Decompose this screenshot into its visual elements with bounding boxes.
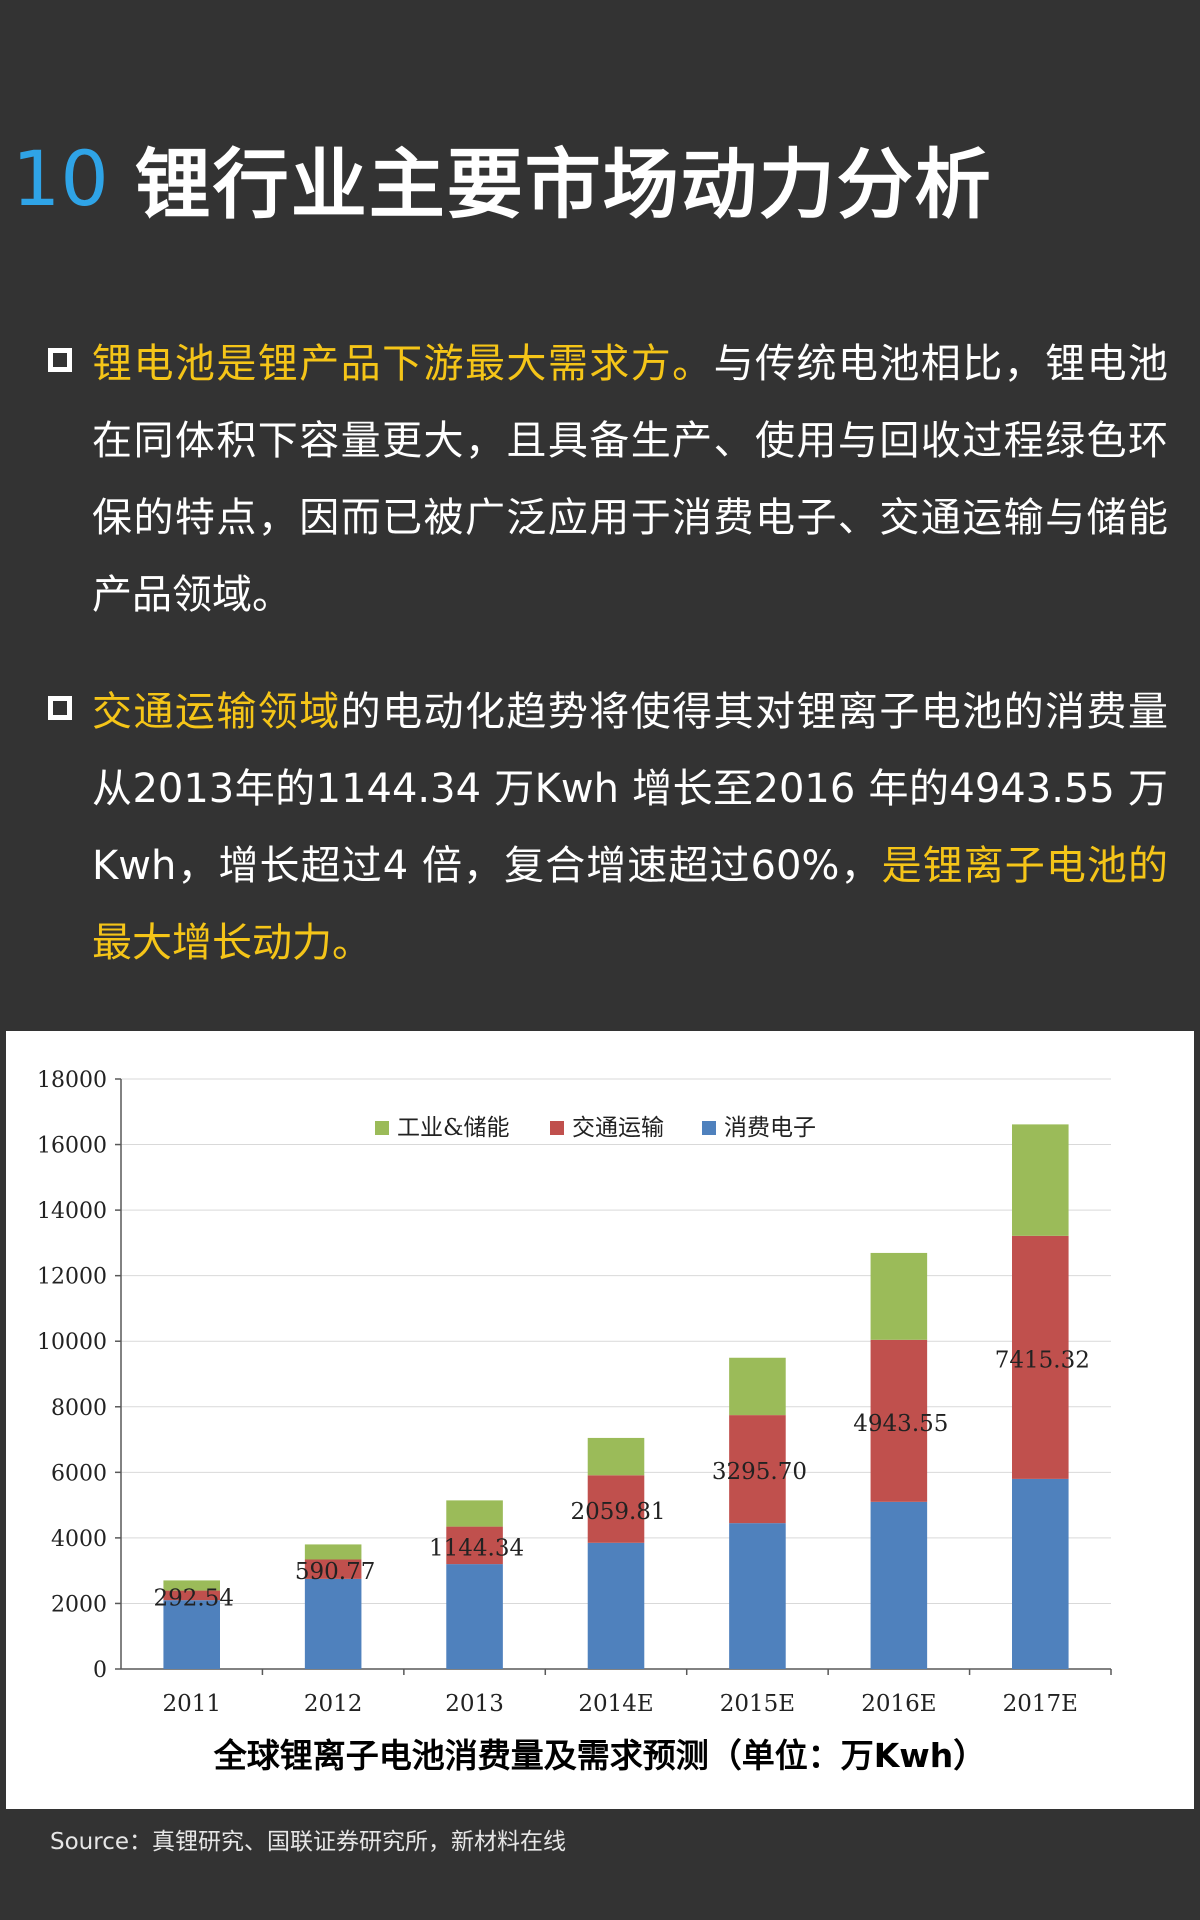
bullet-1-text: 锂电池是锂产品下游最大需求方。与传统电池相比，锂电池在同体积下容量更大，且具备生…	[92, 326, 1168, 634]
bullet-2-body: 的电动化趋势将使得其对锂离子电池的消费量从2013年的1144.34 万Kwh …	[92, 689, 1169, 889]
bar-segment	[1012, 1478, 1069, 1669]
data-label: 292.54	[153, 1585, 233, 1611]
title-text: 锂行业主要市场动力分析	[134, 140, 993, 229]
y-tick-label: 2000	[51, 1592, 107, 1617]
bullet-2: 交通运输领域的电动化趋势将使得其对锂离子电池的消费量从2013年的1144.34…	[48, 674, 1168, 982]
y-tick-label: 6000	[51, 1461, 107, 1486]
bar-segment	[163, 1580, 220, 1591]
data-label: 4943.55	[853, 1411, 948, 1437]
bar-segment	[163, 1590, 220, 1601]
bar-segment	[870, 1252, 928, 1340]
legend-swatch	[375, 1121, 389, 1135]
data-label: 1144.34	[429, 1535, 524, 1561]
chart-title: 全球锂离子电池消费量及需求预测（单位：万Kwh）	[213, 1736, 987, 1775]
bullet-1-highlight: 锂电池是锂产品下游最大需求方。	[92, 341, 714, 387]
y-tick-label: 12000	[37, 1265, 107, 1290]
source-note: Source：真锂研究、国联证券研究所，新材料在线	[50, 1829, 566, 1855]
bar-segment	[446, 1500, 503, 1527]
bar-segment	[1012, 1235, 1069, 1479]
legend-label: 消费电子	[724, 1115, 816, 1141]
bar-segment	[163, 1600, 220, 1669]
y-tick-label: 4000	[51, 1527, 107, 1552]
bar-segment	[729, 1415, 786, 1524]
chart-panel: 0 2000 4000 6000 8000 10000 12000 14000 16000 180…	[6, 1031, 1194, 1809]
bar-segment	[587, 1475, 645, 1543]
legend-swatch	[550, 1121, 564, 1135]
stacked-bar-chart: 0 2000 4000 6000 8000 10000 12000 14000 16000 180…	[37, 1068, 1112, 1775]
x-tick-label: 2014E	[578, 1691, 653, 1717]
x-tick-label: 2015E	[720, 1691, 795, 1717]
bar-segment	[304, 1578, 362, 1669]
data-label: 7415.32	[995, 1347, 1090, 1373]
bar-segment	[1012, 1124, 1069, 1236]
bullet-1: 锂电池是锂产品下游最大需求方。与传统电池相比，锂电池在同体积下容量更大，且具备生…	[48, 326, 1168, 634]
bullet-2-highlight-end: 是锂离子电池的最大增长动力。	[92, 843, 1169, 966]
bar-segment	[870, 1501, 928, 1669]
bar-segment	[587, 1542, 645, 1669]
bar-segment	[446, 1564, 503, 1669]
data-label: 2059.81	[570, 1499, 665, 1525]
bar-segment	[304, 1559, 362, 1579]
bar-segment	[587, 1437, 645, 1476]
data-label: 3295.70	[712, 1459, 807, 1485]
legend-swatch	[702, 1121, 716, 1135]
x-tick-label: 2016E	[861, 1691, 936, 1717]
x-tick-label: 2017E	[1003, 1691, 1078, 1717]
y-tick-label: 16000	[37, 1134, 107, 1159]
bar-segment	[729, 1523, 786, 1669]
y-tick-label: 18000	[37, 1068, 107, 1093]
title-number: 10	[12, 133, 109, 223]
bar-segment	[446, 1526, 503, 1565]
x-tick-label: 2013	[445, 1691, 504, 1717]
x-tick-label: 2011	[162, 1691, 221, 1717]
legend-label: 工业&储能	[397, 1115, 509, 1141]
page-title: 10 锂行业主要市场动力分析	[12, 128, 993, 230]
bullet-2-text: 交通运输领域的电动化趋势将使得其对锂离子电池的消费量从2013年的1144.34…	[92, 674, 1168, 982]
bullet-1-body: 与传统电池相比，锂电池在同体积下容量更大，且具备生产、使用与回收过程绿色环保的特…	[92, 341, 1169, 618]
bar-segment	[870, 1339, 928, 1502]
x-tick-label: 2012	[304, 1691, 363, 1717]
bullet-2-highlight: 交通运输领域	[92, 689, 341, 735]
bar-segment	[304, 1544, 362, 1560]
legend-label: 交通运输	[572, 1115, 664, 1141]
bar-segment	[729, 1357, 786, 1416]
bullet-square-icon	[48, 696, 72, 720]
y-tick-label: 14000	[37, 1199, 107, 1224]
y-tick-label: 8000	[51, 1396, 107, 1421]
data-label: 590.77	[295, 1559, 375, 1585]
y-tick-label: 0	[93, 1658, 107, 1683]
bullet-square-icon	[48, 348, 72, 372]
y-tick-label: 10000	[37, 1330, 107, 1355]
